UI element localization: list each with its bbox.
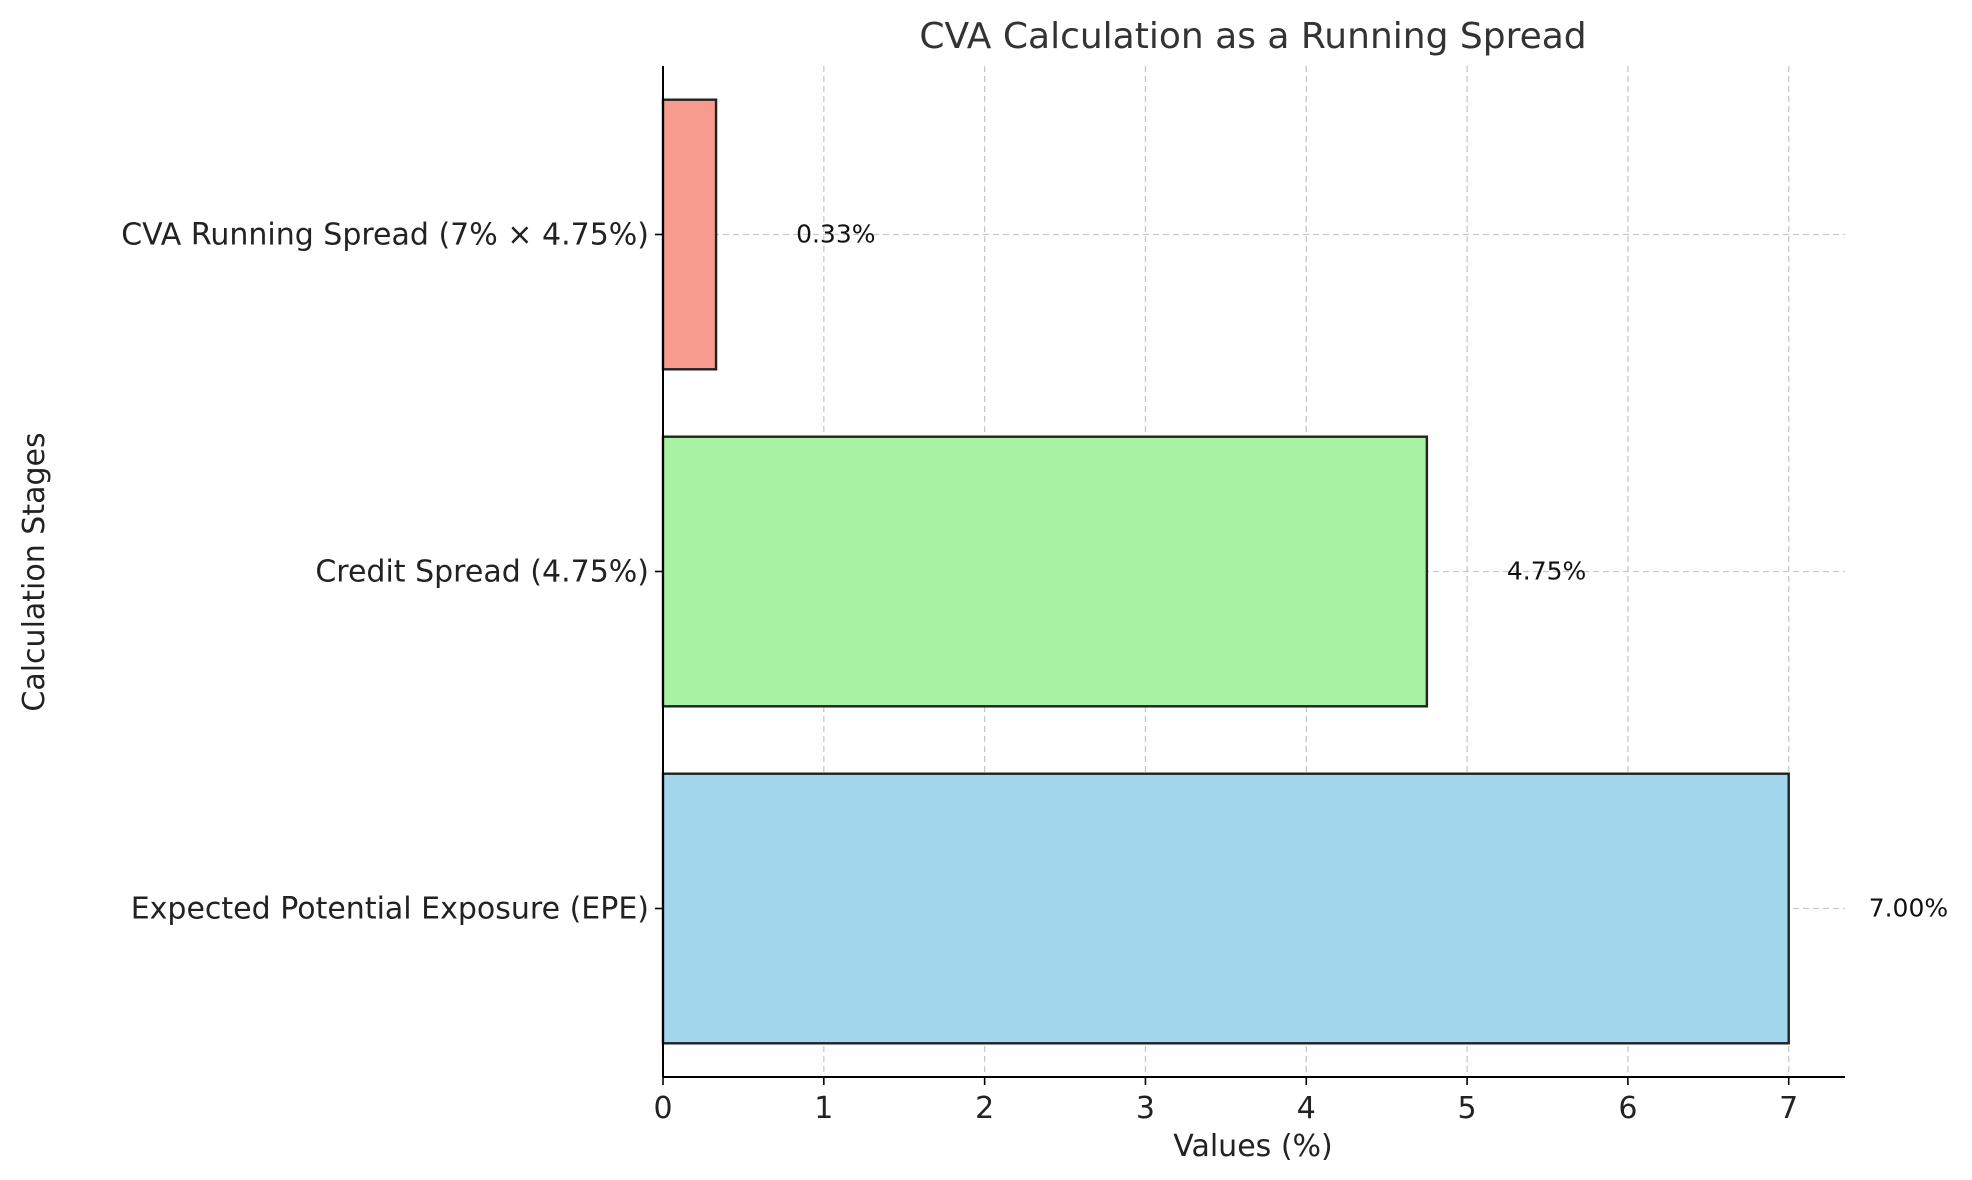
data-label: 0.33%	[796, 220, 875, 249]
x-tick-label: 6	[1618, 1091, 1637, 1126]
bar	[661, 98, 718, 371]
bar	[661, 435, 1429, 708]
y-axis-label: Calculation Stages	[17, 432, 52, 711]
chart-title: CVA Calculation as a Running Spread	[919, 16, 1586, 57]
data-label: 7.00%	[1869, 894, 1948, 923]
x-tick-label: 5	[1458, 1091, 1477, 1126]
bars-layer	[661, 98, 1790, 1045]
x-tick-label: 2	[975, 1091, 994, 1126]
data-label: 4.75%	[1507, 557, 1586, 586]
x-tick-label: 0	[653, 1091, 672, 1126]
labels-layer: 0 1 2 3 4 5 6 7 Expected Potential Exposure (EPE…	[121, 218, 1948, 1127]
category-label: CVA Running Spread (7% × 4.75%)	[121, 218, 649, 253]
x-tick-label: 4	[1297, 1091, 1316, 1126]
bar	[661, 772, 1790, 1045]
x-tick-label: 1	[814, 1091, 833, 1126]
x-tick-label: 3	[1136, 1091, 1155, 1126]
category-label: Expected Potential Exposure (EPE)	[131, 892, 649, 927]
x-tick-label: 7	[1779, 1091, 1798, 1126]
axes-layer	[655, 66, 1845, 1085]
x-axis-label: Values (%)	[1173, 1129, 1332, 1164]
category-label: Credit Spread (4.75%)	[315, 555, 649, 590]
